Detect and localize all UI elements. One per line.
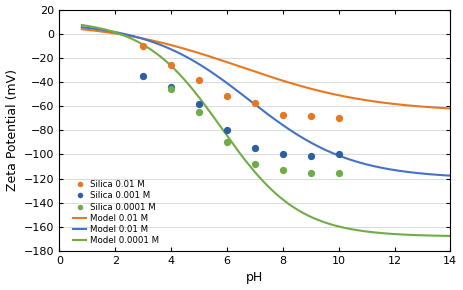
Point bbox=[223, 128, 231, 133]
Point bbox=[195, 110, 203, 115]
Point bbox=[139, 74, 147, 78]
Point bbox=[335, 116, 343, 121]
X-axis label: pH: pH bbox=[246, 271, 263, 284]
Point bbox=[251, 100, 259, 105]
Point bbox=[168, 87, 175, 92]
Y-axis label: Zeta Potential (mV): Zeta Potential (mV) bbox=[6, 69, 19, 191]
Point bbox=[335, 170, 343, 175]
Point bbox=[279, 168, 287, 173]
Point bbox=[279, 112, 287, 117]
Point bbox=[279, 152, 287, 157]
Point bbox=[223, 94, 231, 99]
Legend: Silica 0.01 M, Silica 0.001 M, Silica 0.0001 M, Model 0.01 M, Model 0.01 M, Mode: Silica 0.01 M, Silica 0.001 M, Silica 0.… bbox=[72, 179, 161, 247]
Point bbox=[251, 162, 259, 166]
Point bbox=[307, 153, 314, 158]
Point bbox=[335, 152, 343, 157]
Point bbox=[223, 140, 231, 145]
Point bbox=[251, 146, 259, 151]
Point bbox=[139, 44, 147, 48]
Point bbox=[195, 102, 203, 106]
Point bbox=[168, 84, 175, 89]
Point bbox=[307, 170, 314, 175]
Point bbox=[195, 77, 203, 82]
Point bbox=[168, 63, 175, 67]
Point bbox=[307, 113, 314, 118]
